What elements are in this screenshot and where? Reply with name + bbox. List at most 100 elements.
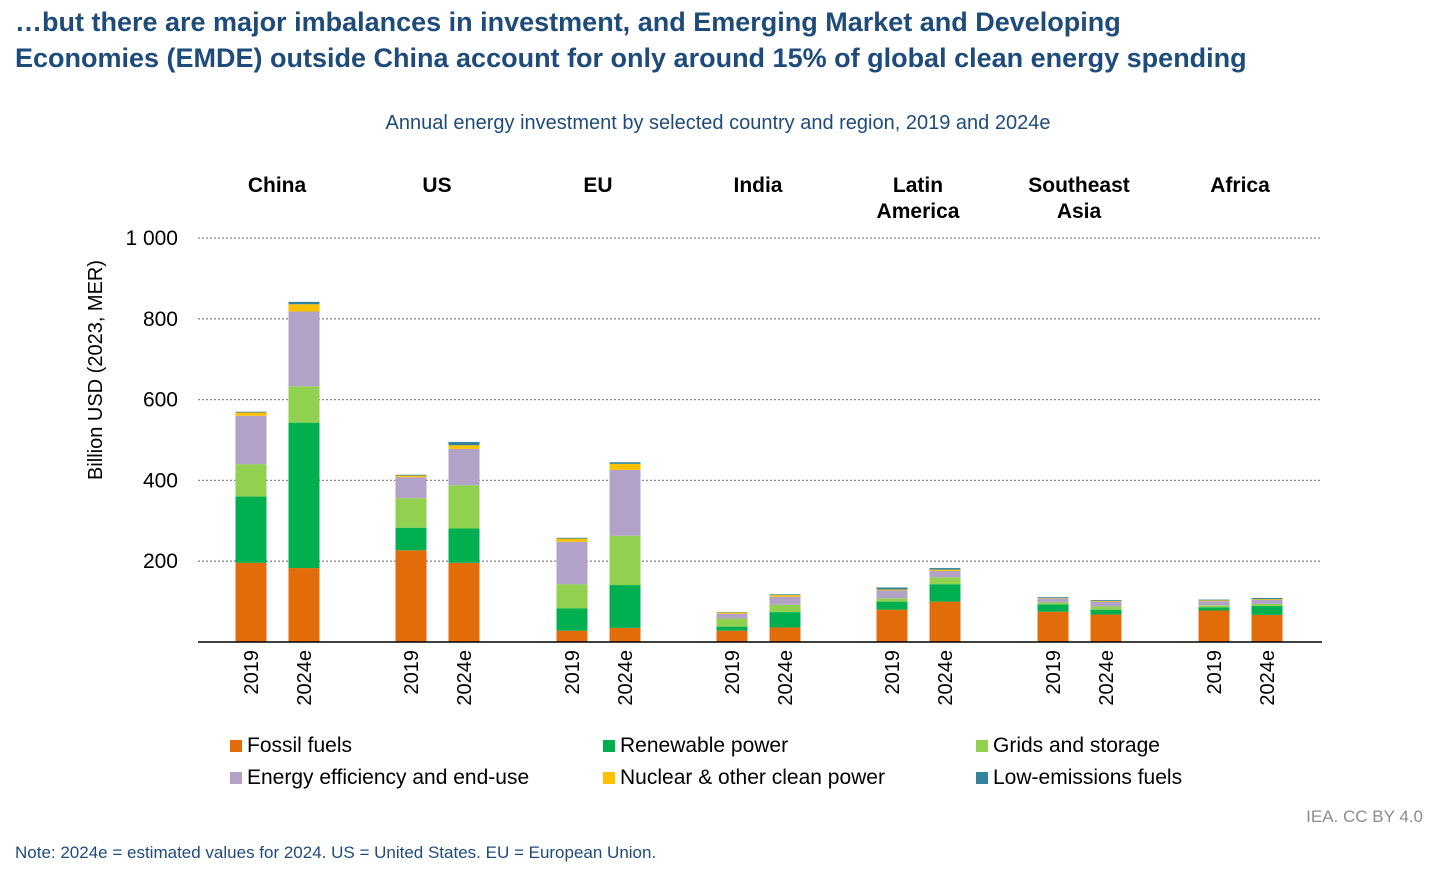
footnote: Note: 2024e = estimated values for 2024.… [15,843,657,862]
bar-segment-nuclear [448,445,480,449]
bar-segment-renewable [929,584,961,602]
bar-segment-renewable [609,585,641,628]
y-tick-label: 800 [143,308,178,331]
group-label: Latin [893,174,943,197]
legend-swatch [603,772,615,784]
source-credit: IEA. CC BY 4.0 [1306,807,1423,826]
bar-segment-lowemission [1198,599,1230,601]
headline: …but there are major imbalances in inves… [15,4,1445,76]
bar-segment-renewable [876,601,908,610]
bar-segment-nuclear [769,595,801,597]
bar-segment-efficiency [448,448,480,486]
legend-label: Grids and storage [993,734,1160,757]
bar-segment-efficiency [876,590,908,599]
bar-segment-grids [716,618,748,627]
bar-segment-fossil [1198,610,1230,642]
bar-segment-nuclear [929,569,961,571]
x-tick-label: 2024e [294,650,316,706]
x-tick-label: 2019 [241,650,263,695]
bar-segment-nuclear [235,412,267,416]
bar-segment-lowemission [556,537,588,539]
legend-label: Energy efficiency and end-use [247,766,530,789]
group-label: China [248,174,307,197]
x-tick-label: 2024e [454,650,476,706]
bar-segment-fossil [769,627,801,642]
legend-item-nuclear: Nuclear & other clean power [603,766,885,790]
bar-segment-efficiency [769,596,801,605]
bar-segment-nuclear [876,589,908,591]
bar-segment-fossil [609,627,641,642]
bar-segment-efficiency [1251,599,1283,605]
x-tick-label: 2024e [1096,650,1118,706]
bar-segment-fossil [556,630,588,642]
legend-item-fossil: Fossil fuels [230,734,352,758]
legend-item-grids: Grids and storage [976,734,1160,758]
bar-segment-efficiency [288,311,320,387]
bar-segment-nuclear [1090,600,1122,602]
x-tick-label: 2024e [1257,650,1279,706]
bar-segment-lowemission [609,462,641,464]
bar-segment-nuclear [556,538,588,542]
legend-label: Fossil fuels [247,734,353,757]
bar-segment-renewable [1198,607,1230,611]
bar-segment-nuclear [1251,599,1283,600]
bar-segment-nuclear [609,463,641,470]
group-label: US [422,174,451,197]
bar-segment-efficiency [929,570,961,578]
group-label: America [877,200,960,223]
legend-swatch [976,740,988,752]
bar-segment-grids [876,598,908,602]
bar-segment-renewable [1090,609,1122,615]
legend-item-renewable: Renewable power [603,734,788,758]
bar-segment-grids [769,604,801,613]
x-tick-label: 2024e [775,650,797,706]
group-label: Asia [1057,200,1102,223]
bar-segment-lowemission [395,474,427,476]
bar-segment-grids [929,577,961,585]
bar-segment-efficiency [235,415,267,465]
legend-swatch [976,772,988,784]
chart-subtitle: Annual energy investment by selected cou… [385,112,1051,134]
y-tick-label: 400 [143,469,178,492]
bar-segment-grids [1198,605,1230,608]
bar-segment-lowemission [929,568,961,570]
bar-segment-fossil [1251,614,1283,642]
legend-label: Renewable power [620,734,789,757]
bar-segment-grids [235,464,267,497]
headline-line-1: …but there are major imbalances in inves… [15,7,1121,37]
y-tick-label: 200 [143,550,178,573]
bar-segment-renewable [1251,606,1283,615]
bar-segment-efficiency [609,469,641,536]
x-tick-label: 2019 [562,650,584,695]
bar-segment-efficiency [1198,601,1230,606]
y-tick-label: 600 [143,389,178,412]
bar-segment-nuclear [1198,600,1230,602]
bar-segment-lowemission [876,587,908,590]
bar-segment-grids [1090,606,1122,610]
bar-segment-lowemission [1037,597,1069,598]
bar-segment-nuclear [716,612,748,614]
bar-segment-fossil [1037,611,1069,642]
bar-segment-fossil [235,562,267,642]
bar-segment-fossil [395,550,427,642]
x-tick-label: 2019 [722,650,744,695]
bar-segment-renewable [288,422,320,569]
bar-segment-grids [609,535,641,586]
bar-segment-fossil [716,630,748,642]
bar-segment-efficiency [556,541,588,585]
group-label: Southeast [1028,174,1130,197]
bar-segment-grids [288,386,320,423]
bar-segment-renewable [448,528,480,563]
x-tick-label: 2019 [882,650,904,695]
bar-segment-grids [448,485,480,529]
bar-segment-efficiency [716,613,748,619]
bar-segment-grids [1037,602,1069,605]
legend-swatch [603,740,615,752]
bar-segment-renewable [716,626,748,631]
bar-segment-fossil [929,601,961,642]
bar-segment-fossil [448,562,480,642]
y-axis-title: Billion USD (2023, MER) [85,260,107,480]
legend-label: Nuclear & other clean power [620,766,885,789]
bar-segment-efficiency [395,477,427,499]
x-tick-label: 2019 [1043,650,1065,695]
